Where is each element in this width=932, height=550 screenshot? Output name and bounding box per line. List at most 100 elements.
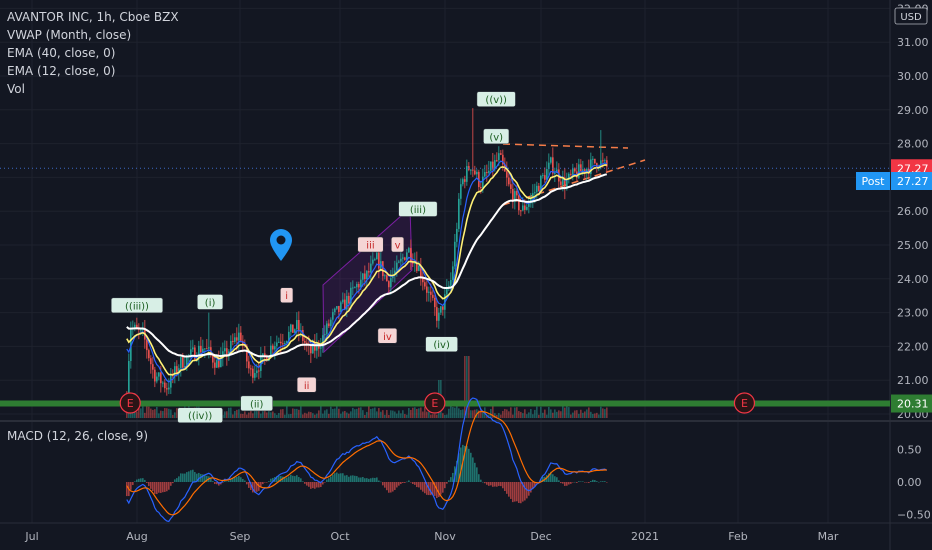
volume-bar <box>382 410 384 418</box>
macd-histogram-bar <box>540 479 542 482</box>
volume-bar <box>176 408 178 418</box>
macd-histogram-bar <box>146 482 148 483</box>
indicator-ema-40[interactable]: EMA (40, close, 0) <box>7 46 116 60</box>
wave-label-bg <box>111 297 163 314</box>
candle-body <box>422 278 424 283</box>
volume-bar <box>264 408 266 418</box>
volume-bar <box>348 413 350 418</box>
macd-histogram-bar <box>380 481 382 483</box>
macd-histogram-bar <box>572 482 574 483</box>
macd-histogram-bar <box>396 482 398 488</box>
volume-bar <box>448 408 450 418</box>
wave-label-text: (v) <box>489 132 503 143</box>
earnings-marker[interactable]: E <box>119 392 141 414</box>
macd-histogram-bar <box>556 477 558 482</box>
macd-histogram-bar <box>560 482 562 484</box>
macd-title[interactable]: MACD (12, 26, close, 9) <box>7 429 149 443</box>
candle-body <box>442 306 444 310</box>
volume-bar <box>496 414 498 418</box>
candle-body <box>536 185 538 193</box>
candle-body <box>238 332 240 341</box>
symbol-title[interactable]: AVANTOR INC, 1h, Cboe BZX <box>7 10 179 24</box>
earnings-marker[interactable]: E <box>733 392 756 414</box>
wave-label[interactable]: (v) <box>483 128 510 145</box>
candle-body <box>460 184 462 199</box>
volume-bar <box>472 410 474 418</box>
price-tick-label: 29.00 <box>897 104 929 117</box>
earnings-marker[interactable]: E <box>424 392 446 414</box>
macd-histogram-bar <box>202 474 204 482</box>
candle-body <box>580 164 582 172</box>
candle-body <box>546 169 548 180</box>
volume-bar <box>428 411 430 418</box>
volume-bar <box>430 414 432 418</box>
wave-label-bg <box>240 395 273 412</box>
post-price-text: 27.27 <box>897 175 929 188</box>
candle-body <box>510 184 512 189</box>
legend-panel: AVANTOR INC, 1h, Cboe BZX VWAP (Month, c… <box>7 8 179 98</box>
candle-body <box>164 382 166 389</box>
wave-label[interactable]: i <box>280 287 294 303</box>
volume-bar <box>142 406 144 418</box>
location-pin-icon[interactable] <box>270 229 292 261</box>
macd-histogram-bar <box>238 476 240 482</box>
volume-bar <box>292 408 294 418</box>
volume-bar <box>266 412 268 418</box>
wave-label[interactable]: (iii) <box>398 201 438 217</box>
candle-body <box>550 157 552 163</box>
macd-histogram-bar <box>322 482 324 485</box>
candle-body <box>352 287 354 289</box>
macd-histogram-bar <box>584 482 586 483</box>
candle-body <box>538 185 540 192</box>
wave-label-bg <box>197 294 224 310</box>
macd-histogram-bar <box>302 481 304 482</box>
wave-label[interactable]: ((iii)) <box>111 297 163 314</box>
macd-histogram-bar <box>134 481 136 482</box>
candle-body <box>248 361 250 369</box>
macd-histogram-bar <box>160 482 162 493</box>
post-label-text: Post <box>861 175 885 188</box>
macd-histogram-bar <box>168 482 170 490</box>
candle-body <box>152 364 154 370</box>
candle-body <box>336 306 338 309</box>
macd-histogram-bar <box>530 482 532 493</box>
volume-bar <box>518 411 520 418</box>
wave-label[interactable]: iv <box>377 328 398 344</box>
indicator-ema-12[interactable]: EMA (12, close, 0) <box>7 64 116 78</box>
candle-body <box>432 294 434 298</box>
candle-body <box>366 271 368 280</box>
wave-label[interactable]: (iv) <box>425 336 458 352</box>
macd-histogram-bar <box>212 481 214 482</box>
macd-histogram-bar <box>542 476 544 482</box>
candle-body <box>218 359 220 368</box>
macd-histogram-bar <box>448 480 450 482</box>
candle-body <box>516 191 518 196</box>
candle-body <box>440 306 442 313</box>
wave-label[interactable]: v <box>391 236 405 253</box>
candle-body <box>518 195 520 211</box>
candle-body <box>202 348 204 353</box>
macd-histogram-bar <box>248 482 250 488</box>
macd-histogram-bar <box>324 482 326 483</box>
wave-label[interactable]: ((v)) <box>476 91 516 107</box>
indicator-volume[interactable]: Vol <box>7 82 25 96</box>
wave-label[interactable]: iii <box>357 236 384 253</box>
wave-label[interactable]: ((iv)) <box>177 407 223 423</box>
wave-label[interactable]: ii <box>296 377 317 393</box>
volume-bar <box>514 407 516 418</box>
volume-bar <box>278 413 280 418</box>
wave-label[interactable]: (ii) <box>240 395 273 412</box>
macd-histogram-bar <box>252 482 254 493</box>
indicator-vwap[interactable]: VWAP (Month, close) <box>7 28 132 42</box>
candle-body <box>264 353 266 356</box>
currency-badge: USD <box>894 7 928 25</box>
macd-histogram-bar <box>326 479 328 482</box>
macd-histogram-bar <box>416 482 418 488</box>
wave-label[interactable]: (i) <box>197 294 224 310</box>
candle-body <box>364 273 366 280</box>
macd-histogram-bar <box>386 482 388 491</box>
